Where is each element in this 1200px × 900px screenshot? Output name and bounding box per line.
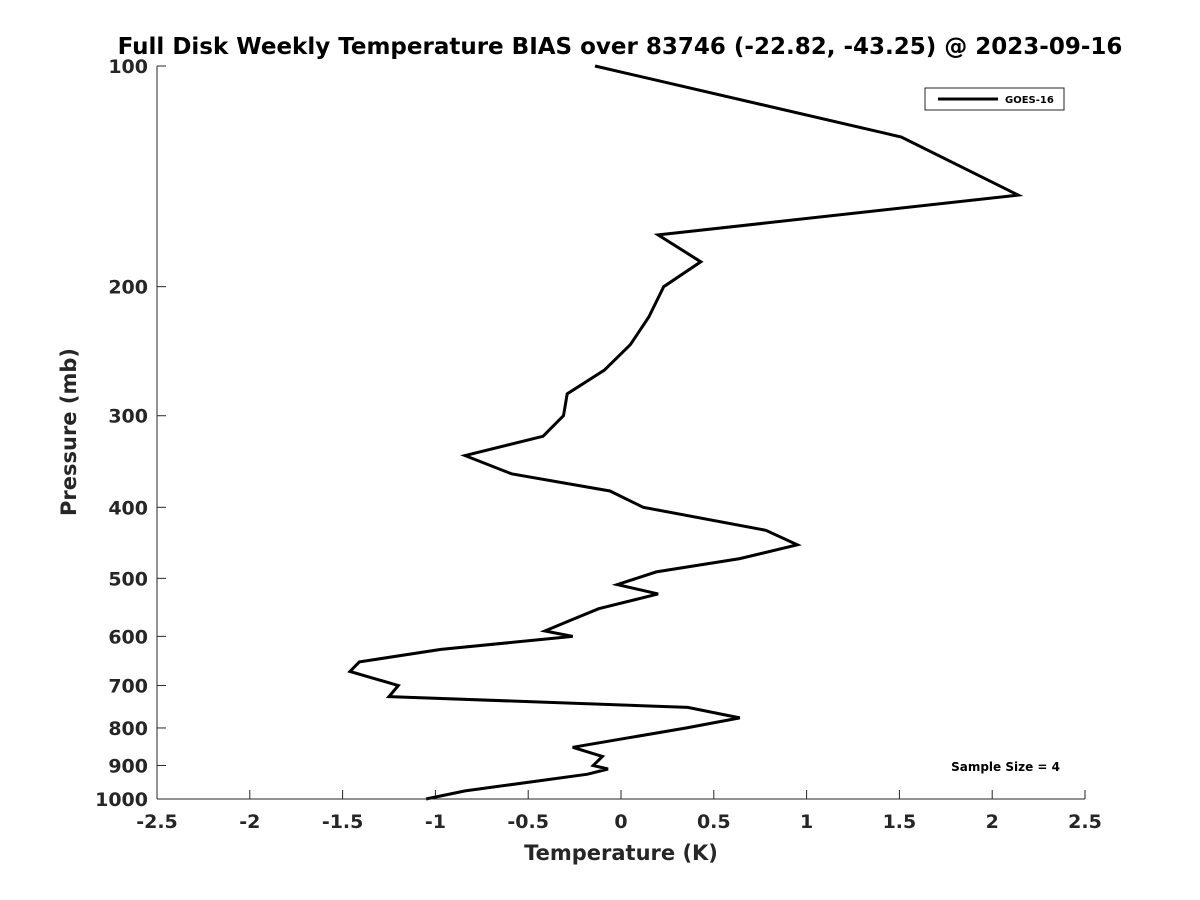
x-axis-ticks: -2.5 -2 -1.5 -1 -0.5 0 0.5 1 1.5 2 2.5 <box>136 790 1102 833</box>
x-tick-label: 2 <box>986 811 999 833</box>
x-tick-label: -1 <box>425 811 446 833</box>
x-tick-label: 0 <box>614 811 627 833</box>
chart-title: Full Disk Weekly Temperature BIAS over 8… <box>118 34 1123 60</box>
x-tick-label: 1 <box>800 811 813 833</box>
x-tick-label: 0.5 <box>697 811 731 833</box>
y-tick-label: 100 <box>108 56 148 78</box>
y-tick-label: 500 <box>108 568 148 590</box>
x-tick-label: -0.5 <box>507 811 549 833</box>
sample-size-annotation: Sample Size = 4 <box>951 760 1060 774</box>
plot-area <box>157 66 1085 799</box>
y-tick-label: 700 <box>108 675 148 697</box>
y-tick-label: 1000 <box>95 789 148 811</box>
x-tick-label: 2.5 <box>1068 811 1102 833</box>
series-line-goes-16 <box>347 64 1024 801</box>
legend-label-goes16: GOES-16 <box>1005 95 1054 106</box>
x-tick-label: -2 <box>239 811 260 833</box>
y-tick-label: 800 <box>108 718 148 740</box>
x-tick-label: 1.5 <box>883 811 917 833</box>
y-tick-label: 200 <box>108 277 148 299</box>
series-layer <box>347 64 1024 801</box>
y-axis-ticks: 100 200 300 400 500 600 700 800 900 1000 <box>95 56 166 811</box>
x-tick-label: -2.5 <box>136 811 178 833</box>
y-tick-label: 900 <box>108 755 148 777</box>
x-tick-label: -1.5 <box>322 811 364 833</box>
y-tick-label: 300 <box>108 406 148 428</box>
legend: GOES-16 <box>924 87 1065 111</box>
x-axis-label: Temperature (K) <box>524 841 718 865</box>
y-axis-label: Pressure (mb) <box>57 348 81 516</box>
y-tick-label: 400 <box>108 497 148 519</box>
y-tick-label: 600 <box>108 626 148 648</box>
